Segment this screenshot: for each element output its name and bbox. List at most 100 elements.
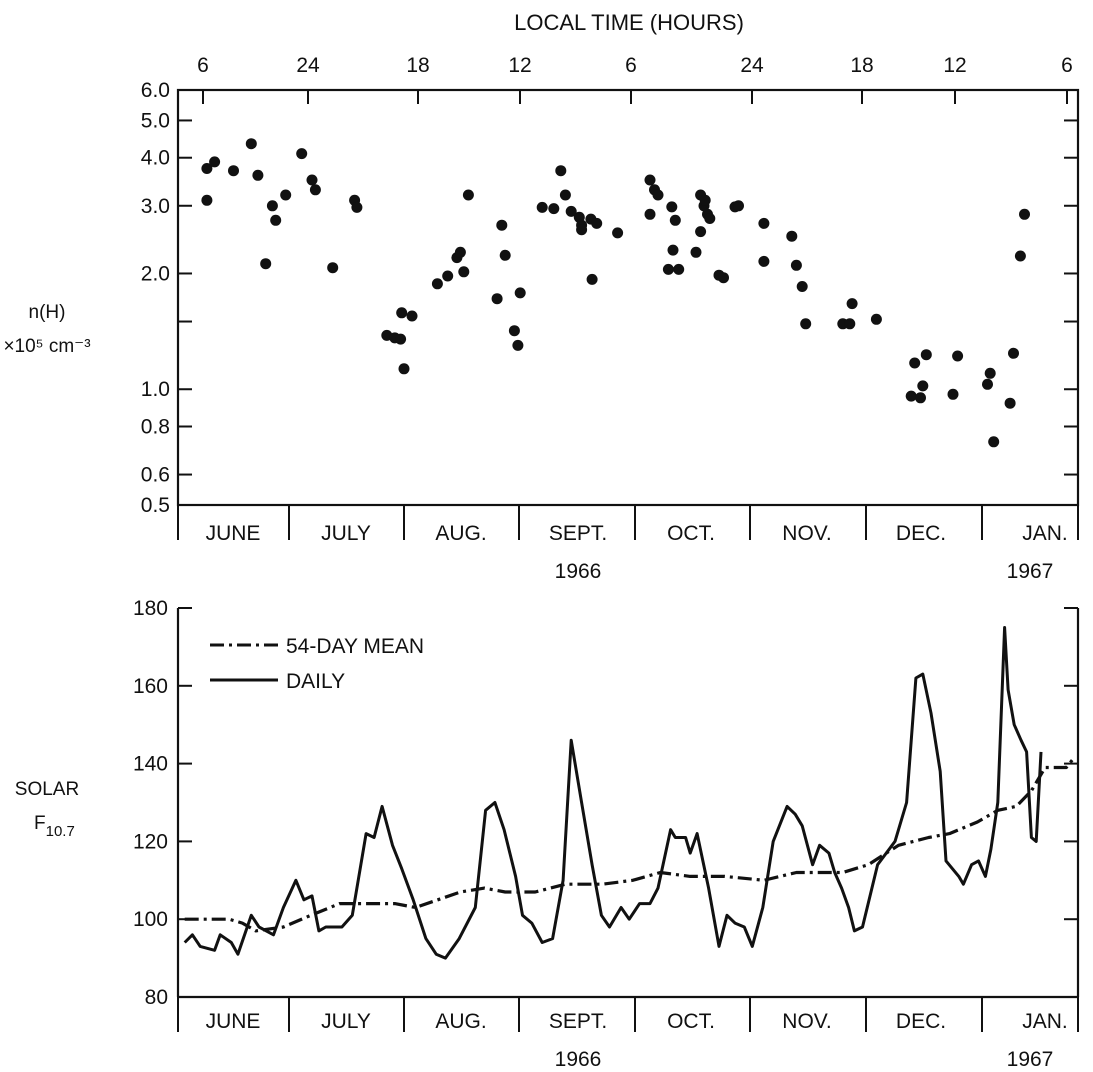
y-tick-label: 2.0 [141, 262, 170, 285]
data-point [398, 363, 410, 375]
data-point [667, 244, 679, 256]
local-time-tick-label: 18 [850, 54, 873, 77]
ylabel-f-symbol: F [34, 813, 46, 834]
month-label: AUG. [435, 1010, 486, 1033]
month-label: NOV. [782, 522, 831, 545]
top-axis-title: LOCAL TIME (HOURS) [514, 10, 744, 35]
data-point [917, 380, 929, 392]
top-ylabel-quantity: n(H) [29, 302, 66, 323]
data-point [612, 227, 624, 239]
year-label-1967: 1967 [1007, 1048, 1054, 1071]
data-point [586, 273, 598, 285]
data-point [491, 293, 503, 305]
month-label: SEPT. [549, 1010, 607, 1033]
bottom-ylabel-solar: SOLAR [15, 779, 79, 800]
month-label: JULY [321, 522, 371, 545]
data-point [909, 357, 921, 369]
data-point [1008, 347, 1019, 359]
y-tick-label: 0.6 [141, 464, 170, 487]
data-point [733, 200, 744, 212]
month-label: OCT. [667, 522, 715, 545]
data-point [690, 246, 702, 258]
data-point [844, 318, 856, 330]
y-tick-label: 160 [133, 675, 168, 698]
ylabel-f-subscript: 10.7 [46, 823, 75, 840]
month-label: JAN. [1022, 1010, 1068, 1033]
y-tick-label: 140 [133, 753, 168, 776]
local-time-tick-label: 12 [943, 54, 966, 77]
data-point [800, 318, 812, 330]
y-tick-label: 180 [133, 597, 168, 620]
local-time-tick-label: 12 [508, 54, 531, 77]
data-point [984, 367, 996, 379]
y-tick-label: 80 [145, 986, 168, 1009]
data-point [758, 255, 770, 267]
month-label: SEPT. [549, 522, 607, 545]
local-time-tick-label: 24 [740, 54, 764, 77]
data-point [442, 270, 454, 282]
data-point [260, 258, 272, 270]
year-label-1966: 1966 [555, 1048, 602, 1071]
data-point [306, 174, 318, 186]
local-time-tick-label: 6 [625, 54, 637, 77]
data-point [790, 259, 802, 271]
month-label: JAN. [1022, 522, 1068, 545]
data-point [652, 189, 664, 201]
legend-label: DAILY [286, 670, 345, 693]
data-point [915, 392, 926, 404]
data-point [1004, 397, 1016, 409]
y-tick-label: 6.0 [141, 79, 170, 102]
data-point [252, 169, 264, 181]
data-point [201, 163, 213, 174]
data-point [536, 201, 548, 213]
data-point [982, 378, 993, 390]
series-line-54-day-mean [184, 758, 1074, 933]
y-tick-label: 0.5 [141, 494, 170, 517]
y-tick-label: 100 [133, 908, 168, 931]
data-point [280, 189, 292, 201]
local-time-tick-label: 6 [197, 54, 209, 77]
data-point [512, 339, 524, 351]
data-point [309, 184, 321, 196]
y-tick-label: 0.8 [141, 416, 170, 439]
data-point [988, 436, 1000, 448]
data-point [870, 313, 882, 325]
data-point [514, 287, 526, 299]
data-point [548, 203, 560, 215]
data-point [296, 148, 308, 160]
data-point [454, 246, 466, 258]
data-point [559, 189, 571, 201]
data-point [666, 201, 678, 213]
month-label: JUNE [206, 522, 261, 545]
data-point [228, 165, 239, 177]
data-point [846, 298, 858, 310]
data-point [395, 333, 407, 345]
legend-label: 54-DAY MEAN [286, 635, 424, 658]
data-point [796, 281, 808, 292]
data-point [704, 213, 716, 224]
data-point [499, 249, 511, 261]
data-point [695, 226, 707, 238]
hydrogen-density-panel: 0.5 0.6 0.8 1.0 2.0 3.0 4.0 5.0 6.0 6 24 18 12 6 24 18 1… [3, 10, 1080, 583]
data-point [351, 201, 363, 213]
month-label: JUNE [206, 1010, 261, 1033]
data-point [644, 174, 656, 186]
y-tick-label: 3.0 [141, 195, 170, 218]
data-point [905, 390, 917, 402]
data-point [786, 230, 798, 242]
data-point [327, 262, 339, 274]
y-tick-label: 120 [133, 830, 168, 853]
data-point [669, 214, 681, 226]
data-point [952, 350, 964, 362]
data-point [266, 200, 278, 212]
data-point [462, 189, 474, 201]
local-time-tick-label: 18 [406, 54, 429, 77]
month-label: AUG. [435, 522, 486, 545]
data-point [396, 307, 408, 319]
data-point [1019, 208, 1030, 220]
data-point [406, 310, 418, 322]
data-point [591, 217, 603, 229]
data-point [209, 156, 221, 168]
month-label: DEC. [896, 522, 946, 545]
